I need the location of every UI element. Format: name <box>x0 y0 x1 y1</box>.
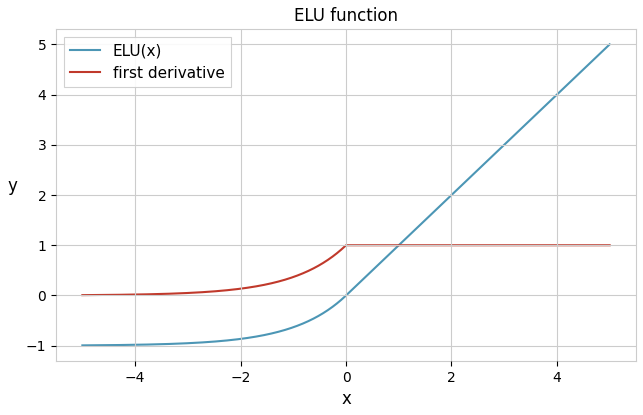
Y-axis label: y: y <box>7 177 17 195</box>
first derivative <box>132 292 140 297</box>
X-axis label: x: x <box>341 390 351 408</box>
first derivative <box>311 265 318 270</box>
ELU(x) <box>490 152 498 157</box>
first derivative <box>292 273 300 278</box>
Legend: ELU(x), first derivative: ELU(x), first derivative <box>64 37 230 87</box>
ELU(x) <box>132 342 140 347</box>
first derivative <box>78 293 86 298</box>
ELU(x) <box>499 144 507 149</box>
Line: first derivative: first derivative <box>82 245 610 295</box>
ELU(x) <box>440 199 448 204</box>
first derivative <box>441 243 449 248</box>
ELU(x) <box>78 343 86 348</box>
first derivative <box>343 243 350 248</box>
ELU(x) <box>311 315 318 320</box>
first derivative <box>500 243 507 248</box>
first derivative <box>606 243 613 248</box>
first derivative <box>490 243 498 248</box>
Line: ELU(x): ELU(x) <box>82 44 610 345</box>
ELU(x) <box>292 324 300 329</box>
Title: ELU function: ELU function <box>294 7 398 25</box>
ELU(x) <box>606 42 613 47</box>
